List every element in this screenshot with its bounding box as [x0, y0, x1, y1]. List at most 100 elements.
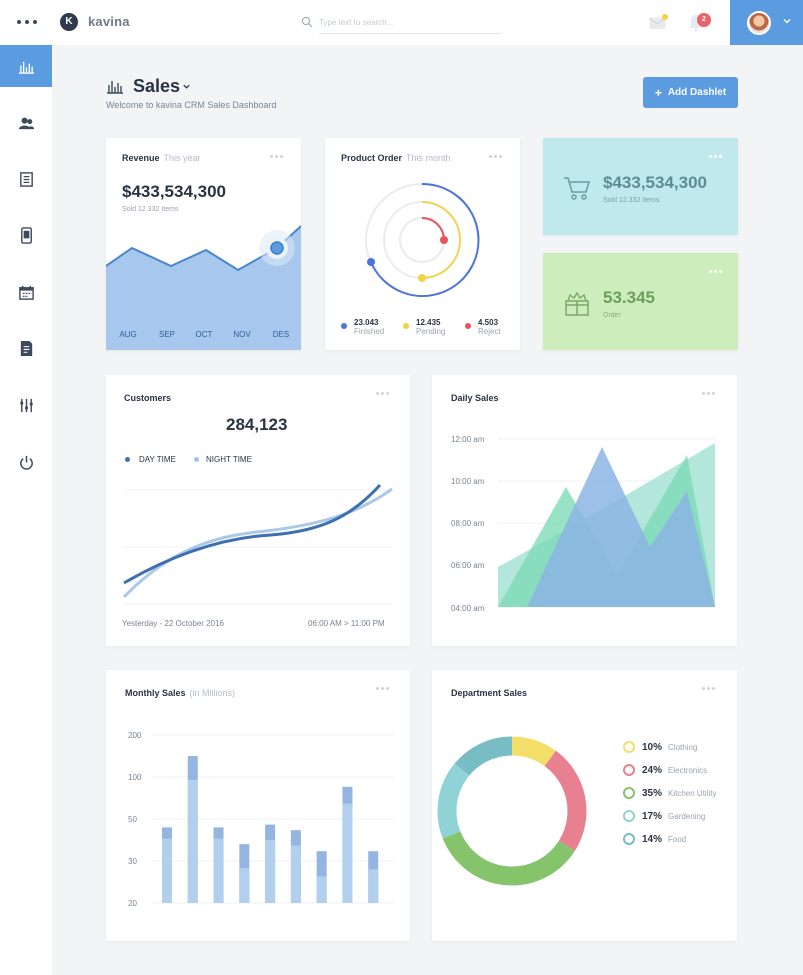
sidebar-item-devices[interactable]: [0, 214, 52, 256]
day-time-legend-dot: [125, 457, 130, 462]
department-sales-card: Department Sales: [432, 670, 737, 941]
y-tick-label: 50: [128, 815, 137, 824]
day-time-legend-label: DAY TIME: [139, 455, 176, 464]
y-axis-label: 06:00 am: [451, 561, 485, 570]
card-menu-icon[interactable]: [709, 155, 722, 158]
pending-legend-dot: [403, 323, 409, 329]
card-menu-icon[interactable]: [709, 270, 722, 273]
more-menu-icon[interactable]: [17, 15, 37, 29]
night-time-legend-dot: [194, 457, 199, 462]
y-tick-label: 30: [128, 857, 137, 866]
area-series-front: [527, 447, 715, 607]
product-order-period[interactable]: This month: [406, 153, 451, 163]
monthly-sales-title: Monthly Sales (in Millions): [125, 688, 236, 698]
chevron-down-icon[interactable]: [782, 16, 792, 26]
bar-value[interactable]: [239, 868, 250, 903]
finished-value: 23.043: [354, 318, 379, 327]
mail-unread-dot: [662, 14, 668, 20]
add-dashlet-button[interactable]: + Add Dashlet: [643, 77, 738, 108]
customers-time-range: 06:00 AM > 11:00 PM: [308, 619, 385, 628]
legend-item-electronics: 24% Electronics: [623, 763, 707, 777]
sidebar-item-contacts[interactable]: [0, 102, 52, 144]
card-menu-icon[interactable]: [702, 687, 715, 690]
app-name: kavina: [88, 14, 130, 29]
revenue-sold: Sold 12.332 Items: [122, 206, 179, 213]
product-order-card: Product Order This month 23.043 Finished …: [325, 138, 520, 350]
sidebar-item-calendar[interactable]: [0, 271, 52, 313]
search-input[interactable]: [319, 12, 501, 34]
plus-icon: +: [654, 85, 662, 100]
calendar-icon: [18, 285, 34, 300]
legend-label: Electronics: [668, 765, 708, 775]
revenue-title: Revenue This year: [122, 153, 201, 163]
revenue-period[interactable]: This year: [163, 153, 201, 163]
card-menu-icon[interactable]: [376, 392, 389, 395]
night-time-line: [122, 487, 393, 599]
sidebar-item-reports[interactable]: [0, 327, 52, 369]
customers-title: Customers: [124, 393, 172, 403]
customers-total: 284,123: [226, 415, 288, 434]
donut-slice[interactable]: [511, 736, 556, 767]
card-menu-icon[interactable]: [376, 687, 389, 690]
app-logo: K: [60, 13, 78, 31]
legend-item-gardening: 17% Gardening: [623, 809, 705, 823]
y-axis-label: 10:00 am: [451, 477, 485, 486]
department-sales-title: Department Sales: [451, 688, 528, 698]
revenue-point[interactable]: [270, 241, 284, 255]
reject-legend-dot: [465, 323, 471, 329]
chart-bar-icon: [107, 81, 123, 94]
bar-value[interactable]: [162, 838, 172, 903]
bar-value[interactable]: [213, 838, 224, 903]
legend-pct: 17%: [642, 810, 663, 822]
sidebar-item-logout[interactable]: [0, 441, 52, 483]
finished-marker: [367, 258, 375, 266]
daily-sales-area-chart: 12:00 am 10:00 am 08:00 am 06:00 am 04:0…: [451, 435, 716, 613]
mail-icon[interactable]: [649, 17, 667, 30]
sidebar-item-dashboard[interactable]: [0, 45, 52, 87]
finished-label: Finished: [354, 327, 385, 336]
bar-value[interactable]: [265, 840, 276, 903]
department-sales-donut-chart: [437, 736, 587, 886]
finished-arc: [370, 182, 480, 297]
bar-value[interactable]: [187, 779, 198, 903]
daily-sales-title: Daily Sales: [451, 393, 499, 403]
y-axis-label: 08:00 am: [451, 519, 485, 528]
bar-value[interactable]: [290, 845, 301, 903]
night-time-legend-label: NIGHT TIME: [206, 455, 252, 464]
search-icon: [301, 16, 313, 28]
y-axis-label: 12:00 am: [451, 435, 485, 444]
chevron-down-icon[interactable]: [182, 82, 191, 91]
month-label: DES: [273, 330, 289, 339]
donut-slice[interactable]: [437, 763, 470, 839]
sidebar-item-documents[interactable]: [0, 158, 52, 200]
legend-ring: [623, 810, 635, 822]
user-menu[interactable]: [730, 0, 803, 45]
month-label: SEP: [159, 330, 175, 339]
product-order-radial-chart: [365, 182, 480, 297]
reject-label: Reject: [478, 327, 501, 336]
legend-item-food: 14% Food: [623, 832, 686, 846]
card-menu-icon[interactable]: [489, 155, 502, 158]
page-title[interactable]: Sales: [133, 76, 181, 96]
legend-pct: 24%: [642, 764, 663, 776]
reject-arc: [421, 217, 445, 241]
card-menu-icon[interactable]: [702, 392, 715, 395]
customers-line-chart: [122, 483, 393, 605]
revenue-card: Revenue This year $433,534,300 Sold 12.33…: [106, 138, 301, 350]
avatar[interactable]: [747, 11, 771, 35]
donut-slice[interactable]: [544, 750, 587, 851]
reject-value: 4.503: [478, 318, 499, 327]
bar-value[interactable]: [342, 803, 353, 903]
card-menu-icon[interactable]: [270, 155, 283, 158]
y-tick-label: 20: [128, 899, 137, 908]
donut-slice[interactable]: [454, 736, 513, 776]
pending-value: 12.435: [416, 318, 441, 327]
legend-item-kitchen-utility: 35% Kitchen Utility: [623, 786, 716, 800]
donut-slice[interactable]: [442, 831, 575, 886]
revenue-area-chart: AUG SEP OCT NOV DES: [106, 225, 301, 350]
bar-value[interactable]: [368, 869, 379, 903]
bar-value[interactable]: [316, 876, 327, 903]
report-icon: [20, 340, 32, 356]
sidebar-item-settings[interactable]: [0, 384, 52, 426]
legend-pct: 35%: [642, 787, 663, 799]
